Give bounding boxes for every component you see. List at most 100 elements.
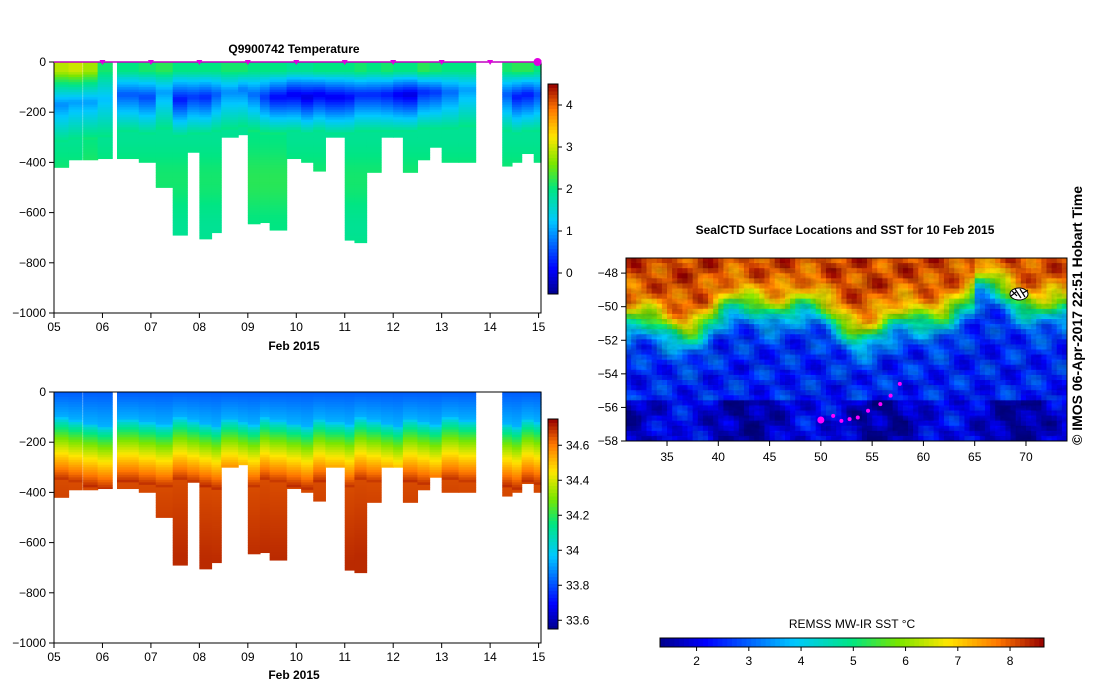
salinity-cell: [458, 462, 477, 466]
temperature-cell: [138, 64, 157, 68]
salinity-cell: [417, 444, 431, 448]
salinity-colorbar-tick-label: 34.4: [566, 473, 590, 487]
temperature-cell: [417, 129, 431, 133]
salinity-cell: [344, 499, 356, 503]
temperature-cell: [366, 127, 382, 131]
temperature-cell: [221, 117, 239, 121]
temperature-cell: [211, 227, 222, 231]
temperature-cell: [54, 89, 70, 93]
temperature-cell: [441, 79, 460, 83]
salinity-cell: [458, 457, 477, 461]
salinity-cell: [511, 429, 523, 433]
salinity-cell: [344, 497, 356, 501]
temperature-cell: [199, 202, 213, 206]
salinity-cell: [344, 469, 356, 473]
temperature-colorbar-swatch: [548, 283, 558, 288]
temperature-cell: [458, 119, 477, 123]
salinity-cell: [402, 462, 419, 466]
temperature-cell: [247, 154, 261, 158]
salinity-cell: [199, 489, 213, 493]
salinity-cell: [211, 427, 222, 431]
salinity-cell: [402, 459, 419, 463]
salinity-cell: [313, 472, 326, 476]
temperature-cell: [366, 147, 382, 151]
temperature-cell: [68, 119, 83, 123]
temperature-cell: [54, 109, 70, 113]
temperature-cell: [247, 164, 261, 168]
temperature-cell: [269, 225, 288, 229]
salinity-colorbar-swatch: [548, 562, 558, 567]
salinity-cell: [301, 414, 314, 418]
temperature-cell: [199, 235, 213, 239]
temperature-cell: [138, 62, 157, 65]
salinity-cell: [172, 442, 188, 446]
salinity-cell: [313, 409, 326, 413]
salinity-cell: [83, 414, 99, 418]
salinity-cell: [269, 535, 288, 538]
temperature-cell: [172, 182, 188, 186]
salinity-cell: [381, 454, 394, 458]
salinity-cell: [381, 399, 394, 403]
salinity-cell: [247, 517, 261, 521]
temperature-cell: [155, 137, 174, 141]
salinity-cell: [259, 409, 271, 413]
temperature-cell: [269, 129, 288, 133]
temperature-cell: [259, 119, 271, 123]
temperature-cell: [54, 124, 70, 128]
salinity-cell: [441, 444, 460, 448]
temperature-cell: [97, 62, 113, 65]
temperature-cell: [97, 144, 113, 148]
salinity-cell: [301, 459, 314, 463]
temperature-cell: [138, 72, 157, 75]
salinity-cell: [269, 484, 288, 488]
salinity-cell: [301, 424, 314, 428]
salinity-cell: [402, 469, 419, 473]
temperature-cell: [286, 127, 302, 131]
temperature-cell: [269, 137, 288, 141]
temperature-cell: [269, 79, 288, 83]
temperature-cell: [238, 67, 251, 70]
salinity-cell: [344, 489, 356, 493]
temperature-cell: [83, 104, 99, 108]
temperature-cell: [54, 117, 70, 121]
temperature-cell: [187, 69, 203, 73]
salinity-cell: [172, 482, 188, 486]
temperature-cell: [286, 122, 302, 126]
temperature-cell: [138, 94, 157, 98]
temperature-colorbar-swatch: [548, 224, 558, 228]
temperature-cell: [247, 74, 261, 78]
salinity-cell: [83, 417, 99, 421]
temperature-cell: [269, 132, 288, 136]
temperature-cell: [511, 124, 523, 128]
salinity-cell: [511, 457, 523, 461]
salinity-colorbar-swatch: [548, 485, 558, 490]
salinity-cell: [269, 472, 288, 476]
salinity-cell: [366, 477, 382, 481]
temperature-cell: [259, 202, 271, 206]
temperature-cell: [441, 69, 460, 73]
salinity-cell: [269, 499, 288, 503]
salinity-cell: [417, 409, 431, 413]
salinity-cell: [54, 484, 70, 488]
temperature-cell: [83, 62, 99, 65]
salinity-cell: [393, 399, 404, 403]
salinity-cell: [269, 479, 288, 483]
salinity-cell: [417, 427, 431, 431]
salinity-cell: [97, 427, 113, 431]
salinity-cell: [402, 394, 419, 398]
temperature-cell: [381, 79, 394, 83]
salinity-cell: [366, 474, 382, 478]
temperature-cell: [533, 114, 542, 118]
temperature-cell: [325, 77, 346, 80]
salinity-cell: [344, 472, 356, 476]
salinity-cell: [286, 397, 302, 400]
temperature-cell: [138, 122, 157, 126]
salinity-cell: [138, 472, 157, 476]
temperature-cell: [354, 87, 368, 91]
temperature-cell: [138, 139, 157, 143]
salinity-cell: [269, 394, 288, 398]
salinity-cell: [68, 404, 83, 408]
salinity-cell: [83, 447, 99, 451]
salinity-cell: [155, 422, 174, 426]
temperature-cell: [511, 104, 523, 108]
